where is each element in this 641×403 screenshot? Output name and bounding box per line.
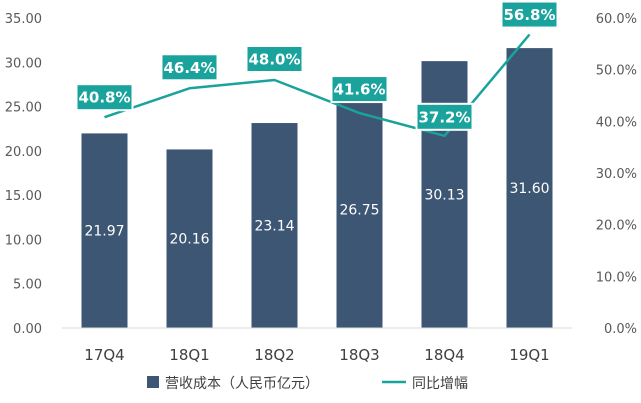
- bar: [251, 123, 298, 328]
- left-axis-tick-label: 20.00: [5, 145, 42, 160]
- left-axis-tick-label: 5.00: [13, 278, 42, 293]
- bar-value-label: 21.97: [84, 224, 124, 240]
- left-axis-tick-label: 35.00: [5, 12, 42, 27]
- growth-label: 56.8%: [503, 6, 555, 24]
- bar-value-label: 26.75: [339, 203, 379, 219]
- left-axis-tick-label: 25.00: [5, 101, 42, 116]
- bar: [81, 133, 128, 328]
- right-axis-tick-label: 20.0%: [596, 219, 637, 234]
- growth-label-box: [160, 53, 219, 82]
- legend: 营收成本（人民币亿元） 同比增幅: [147, 376, 468, 392]
- bar-value-label: 30.13: [424, 188, 464, 204]
- growth-label: 41.6%: [333, 81, 385, 99]
- growth-label: 37.2%: [418, 108, 470, 126]
- x-axis: 17Q4 18Q1 18Q2 18Q3 18Q4 19Q1: [62, 327, 572, 364]
- category-label: 19Q1: [509, 346, 549, 364]
- right-y-axis: 0.0% 10.0% 20.0% 30.0% 40.0% 50.0% 60.0%: [596, 12, 637, 337]
- category-label: 18Q1: [169, 346, 209, 364]
- bar-value-label: 31.60: [509, 181, 549, 197]
- bar: [336, 91, 383, 328]
- growth-label-box: [330, 75, 389, 104]
- growth-label-box: [75, 83, 134, 112]
- category-label: 18Q3: [339, 346, 379, 364]
- bar-series: 21.97 20.16 23.14 26.75 30.13 31.60: [81, 48, 553, 329]
- right-axis-tick-label: 30.0%: [596, 167, 637, 182]
- right-axis-tick-label: 40.0%: [596, 115, 637, 130]
- growth-label-box: [415, 102, 474, 131]
- bar: [506, 48, 553, 328]
- growth-labels: 40.8% 46.4% 48.0% 41.6% 37.2% 56.8%: [75, 0, 559, 131]
- legend-swatch-bar: [147, 376, 159, 388]
- category-label: 17Q4: [84, 346, 124, 364]
- bar-value-label: 20.16: [169, 232, 209, 248]
- right-axis-tick-label: 60.0%: [596, 12, 637, 27]
- growth-label: 40.8%: [78, 89, 130, 107]
- left-axis-tick-label: 10.00: [5, 233, 42, 248]
- left-y-axis: 0.00 5.00 10.00 15.00 20.00 25.00 30.00 35.00: [5, 12, 42, 337]
- left-axis-tick-label: 0.00: [13, 322, 42, 337]
- category-label: 18Q2: [254, 346, 294, 364]
- category-label: 18Q4: [424, 346, 464, 364]
- legend-label-line: 同比增幅: [412, 376, 468, 392]
- left-axis-tick-label: 30.00: [5, 56, 42, 71]
- right-axis-tick-label: 50.0%: [596, 64, 637, 79]
- bar-value-label: 23.14: [254, 219, 294, 235]
- growth-label-box: [245, 45, 304, 73]
- right-axis-tick-label: 10.0%: [596, 270, 637, 285]
- right-axis-tick-label: 0.0%: [604, 322, 637, 337]
- bar: [166, 149, 213, 328]
- growth-label: 46.4%: [163, 59, 215, 77]
- legend-label-bar: 营收成本（人民币亿元）: [165, 376, 319, 392]
- growth-label: 48.0%: [248, 51, 300, 69]
- left-axis-tick-label: 15.00: [5, 189, 42, 204]
- growth-label-box: [500, 0, 559, 29]
